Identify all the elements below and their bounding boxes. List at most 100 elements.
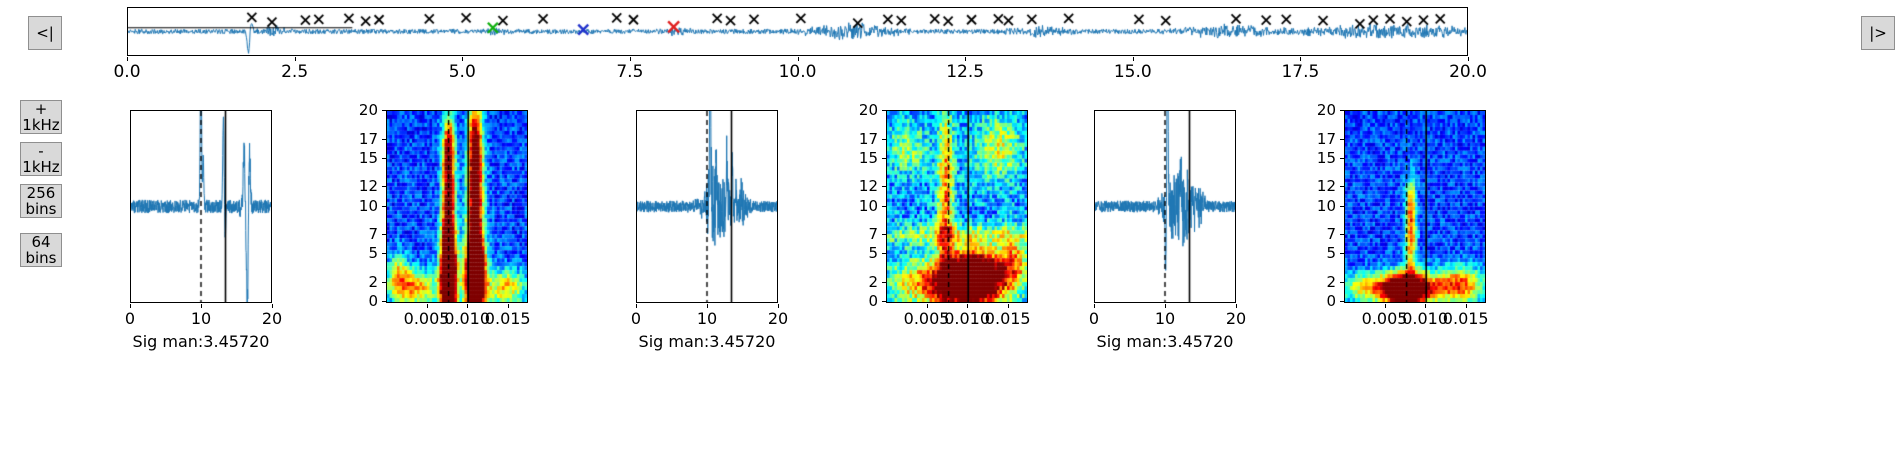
tick-label: 20 <box>858 101 878 119</box>
tick-mark <box>1425 304 1427 308</box>
tick-label: 2 <box>1326 272 1336 291</box>
waveform-plot-1[interactable] <box>130 110 272 303</box>
waveform-canvas-3[interactable] <box>1095 111 1235 302</box>
tick-mark <box>382 186 386 188</box>
spectrogram-plot-1[interactable] <box>386 110 528 303</box>
sig-caption-3: Sig man:3.45720 <box>1096 332 1234 351</box>
spectrogram-plot-2[interactable] <box>886 110 1028 303</box>
tick-mark <box>1384 304 1386 308</box>
bins-64-button[interactable]: 64 bins <box>20 233 62 267</box>
tick-label: 20 <box>1225 309 1247 328</box>
tick-label: 0.015 <box>484 309 531 328</box>
tick-mark <box>201 304 202 308</box>
tick-mark <box>1340 281 1344 283</box>
tick-mark <box>382 157 386 159</box>
waveform-canvas-1[interactable] <box>131 111 271 302</box>
tick-label: 0 <box>368 292 378 310</box>
tick-label: 5 <box>1326 244 1336 263</box>
tick-mark <box>1465 304 1467 308</box>
tick-label: 10 <box>1316 196 1336 215</box>
spectrogram-canvas-3[interactable] <box>1345 111 1485 302</box>
tick-label: 12 <box>858 177 878 196</box>
tick-label: 10 <box>190 309 212 328</box>
plus-1khz-button[interactable]: + 1kHz <box>20 100 62 134</box>
tick-mark <box>1340 138 1344 140</box>
tick-label: 0.005 <box>1361 309 1408 328</box>
bins-256-button[interactable]: 256 bins <box>20 184 62 218</box>
tick-label: 20 <box>358 101 378 119</box>
tick-mark <box>382 253 386 255</box>
tick-label: 0.015 <box>1442 309 1489 328</box>
spectrogram-x-axis-2: 0.005 0.010 0.015 <box>886 304 1031 334</box>
tick-label: 5 <box>368 244 378 263</box>
overview-canvas[interactable] <box>128 8 1467 55</box>
tick-label: 12.5 <box>946 62 985 82</box>
tick-mark <box>130 304 131 308</box>
tick-mark <box>926 304 928 308</box>
tick-label: 17 <box>858 129 878 148</box>
tick-mark <box>272 304 273 308</box>
minus-1khz-button[interactable]: - 1kHz <box>20 142 62 176</box>
tick-mark <box>127 57 128 61</box>
tick-label: 2.5 <box>281 62 309 82</box>
tick-mark <box>965 57 967 61</box>
minus-1khz-label-1: - <box>38 142 44 160</box>
bins-256-label-2: bins <box>25 200 57 218</box>
tick-mark <box>882 301 886 302</box>
sig-caption-1: Sig man:3.45720 <box>132 332 270 351</box>
tick-mark <box>382 205 386 207</box>
tick-label: 0.0 <box>113 62 141 82</box>
spectrogram-plot-3[interactable] <box>1344 110 1486 303</box>
spectrogram-canvas-1[interactable] <box>387 111 527 302</box>
tick-mark <box>1340 110 1344 111</box>
tick-label: 20 <box>1316 101 1336 119</box>
prev-page-button[interactable]: <| <box>28 16 62 50</box>
tick-label: 10 <box>358 196 378 215</box>
tick-label: 10 <box>858 196 878 215</box>
tick-mark <box>1340 186 1344 188</box>
tick-mark <box>1340 205 1344 207</box>
waveform-plot-2[interactable] <box>636 110 778 303</box>
tick-mark <box>1236 304 1237 308</box>
tick-mark <box>882 138 886 140</box>
tick-mark <box>882 157 886 159</box>
tick-mark <box>1340 234 1344 236</box>
tick-label: 7 <box>1326 225 1336 244</box>
tick-label: 0 <box>1326 292 1336 310</box>
spectrogram-x-axis-1: 0.005 0.010 0.015 <box>386 304 531 334</box>
spectrogram-canvas-2[interactable] <box>887 111 1027 302</box>
waveform-x-axis-1: 0 10 20 <box>125 304 282 334</box>
tick-mark <box>294 57 296 61</box>
waveform-x-axis-2: 0 10 20 <box>631 304 788 334</box>
tick-label: 7.5 <box>616 62 644 82</box>
tick-label: 12 <box>358 177 378 196</box>
tick-label: 0.010 <box>1402 309 1449 328</box>
tick-label: 0.005 <box>903 309 950 328</box>
tick-mark <box>797 57 799 61</box>
tick-mark <box>629 57 631 61</box>
tick-label: 5.0 <box>448 62 476 82</box>
tick-mark <box>1165 304 1166 308</box>
tick-mark <box>882 110 886 111</box>
minus-1khz-label-2: 1kHz <box>22 158 60 176</box>
waveform-canvas-2[interactable] <box>637 111 777 302</box>
tick-mark <box>1300 57 1302 61</box>
bins-256-label-1: 256 <box>26 184 56 202</box>
tick-label: 15.0 <box>1113 62 1152 82</box>
overview-plot[interactable] <box>127 7 1468 56</box>
waveform-plot-3[interactable] <box>1094 110 1236 303</box>
tick-label: 20.0 <box>1449 62 1487 82</box>
tick-label: 15 <box>1316 148 1336 167</box>
tick-label: 10 <box>1154 309 1176 328</box>
tick-mark <box>1132 57 1134 61</box>
tick-mark <box>382 281 386 283</box>
tick-label: 20 <box>261 309 283 328</box>
tick-mark <box>382 138 386 140</box>
tick-label: 15 <box>858 148 878 167</box>
tick-label: 15 <box>358 148 378 167</box>
bins-64-label-1: 64 <box>31 233 51 251</box>
tick-label: 20 <box>767 309 789 328</box>
next-page-button[interactable]: |> <box>1861 16 1895 50</box>
tick-label: 0.015 <box>984 309 1031 328</box>
